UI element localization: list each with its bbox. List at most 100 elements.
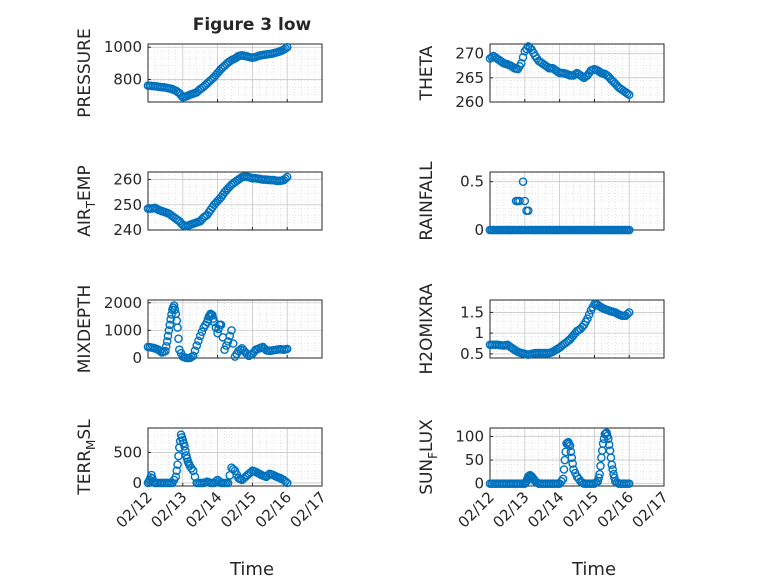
subplot-pressure: 800 1000 PRESSURE [75,28,323,118]
data-point [213,328,222,338]
data-point [187,352,196,362]
data-point [197,327,207,337]
data-point [281,44,290,53]
data-point [281,174,290,183]
data-point [623,309,632,319]
data-point [577,72,587,81]
axes-frame [147,299,323,359]
data-point [624,479,634,488]
subplot-theta: 260 265 270 THETA [417,42,665,111]
data-point [163,331,173,341]
axes-frame [489,43,665,103]
subplot-rainfall: 0 0.5 RAINFALL [417,161,665,241]
data-point [558,474,568,484]
y-tick-label: 260 [113,171,142,189]
data-point [523,206,533,215]
y-axis-label: PRESSURE [75,28,95,117]
data-point [282,42,292,52]
data-point [623,89,632,98]
data-point [174,334,183,343]
data-point [161,346,170,356]
x-axis-label-left: Time [229,559,274,580]
data-point [584,310,594,319]
data-point [559,465,569,474]
y-axis-label: RAINFALL [417,161,437,241]
data-point [567,453,577,463]
y-tick-label: 1000 [104,38,142,56]
y-tick-label: 0 [474,475,484,493]
y-tick-label: 0.5 [460,173,484,191]
data-point [166,315,175,324]
data-point [624,308,634,317]
data-point [515,196,524,206]
y-tick-label: 250 [113,196,142,214]
data-point [171,472,181,482]
y-axis-label: TERRMSL [75,419,98,496]
data-point [518,52,528,62]
y-tick-label: 270 [455,45,484,63]
data-point [568,459,577,468]
data-point [172,466,182,476]
data-point [610,473,619,483]
y-tick-label: 0 [132,349,142,367]
data-point [165,320,175,330]
data-point [566,447,576,457]
y-tick-label: 100 [455,427,484,445]
data-point [604,440,614,450]
data-point [192,341,202,350]
data-point [188,466,198,476]
data-point [170,305,180,314]
y-tick-label: 240 [113,221,142,239]
data-point [194,336,203,346]
data-point [188,351,198,361]
data-point [282,478,292,488]
data-point [518,177,528,186]
data-point [228,339,238,348]
y-tick-label: 50 [465,451,484,469]
data-point [181,446,190,456]
y-tick-label: 260 [455,93,484,111]
y-tick-label: 265 [455,69,484,87]
axes-frame [489,299,665,359]
y-tick-label: 2000 [104,294,142,312]
y-tick-label: 1.5 [460,303,484,321]
subplot-air_temp: 240 250 260 AIRTEMP [75,165,323,239]
data-point [180,442,189,451]
data-point [195,331,205,341]
y-tick-label: 1 [474,324,484,342]
data-point [225,331,235,341]
y-tick-label: 800 [113,70,142,88]
data-point [190,346,200,355]
y-tick-label: 500 [113,443,142,461]
data-point [223,337,233,346]
data-point [624,90,634,100]
y-tick-label: 0 [132,474,142,492]
data-point [561,447,570,457]
data-point [624,225,634,235]
data-point [598,439,608,448]
data-point [607,460,617,470]
data-point [522,44,531,54]
data-point [583,314,592,323]
x-axis-label-right: Time [571,559,616,580]
data-point [148,474,157,483]
axes-frame [147,43,323,103]
data-point [517,59,526,68]
data-point [520,479,530,488]
data-point [281,477,290,486]
data-point [164,326,174,335]
subplot-h2omixra: 0.5 1 1.5 H2OMIXRA [417,283,665,375]
data-point [557,476,566,486]
figure-title: Figure 3 low [193,15,312,35]
data-point [596,461,605,471]
data-point [155,346,165,356]
y-tick-label: 0.5 [460,345,484,363]
data-point [520,196,530,206]
data-point [282,344,292,354]
subplot-mixdepth: 0 1000 2000 MIXDEPTH [75,285,323,373]
data-point [227,326,236,335]
data-point [173,460,182,469]
data-point [208,314,218,323]
y-axis-label: H2OMIXRA [417,283,437,374]
